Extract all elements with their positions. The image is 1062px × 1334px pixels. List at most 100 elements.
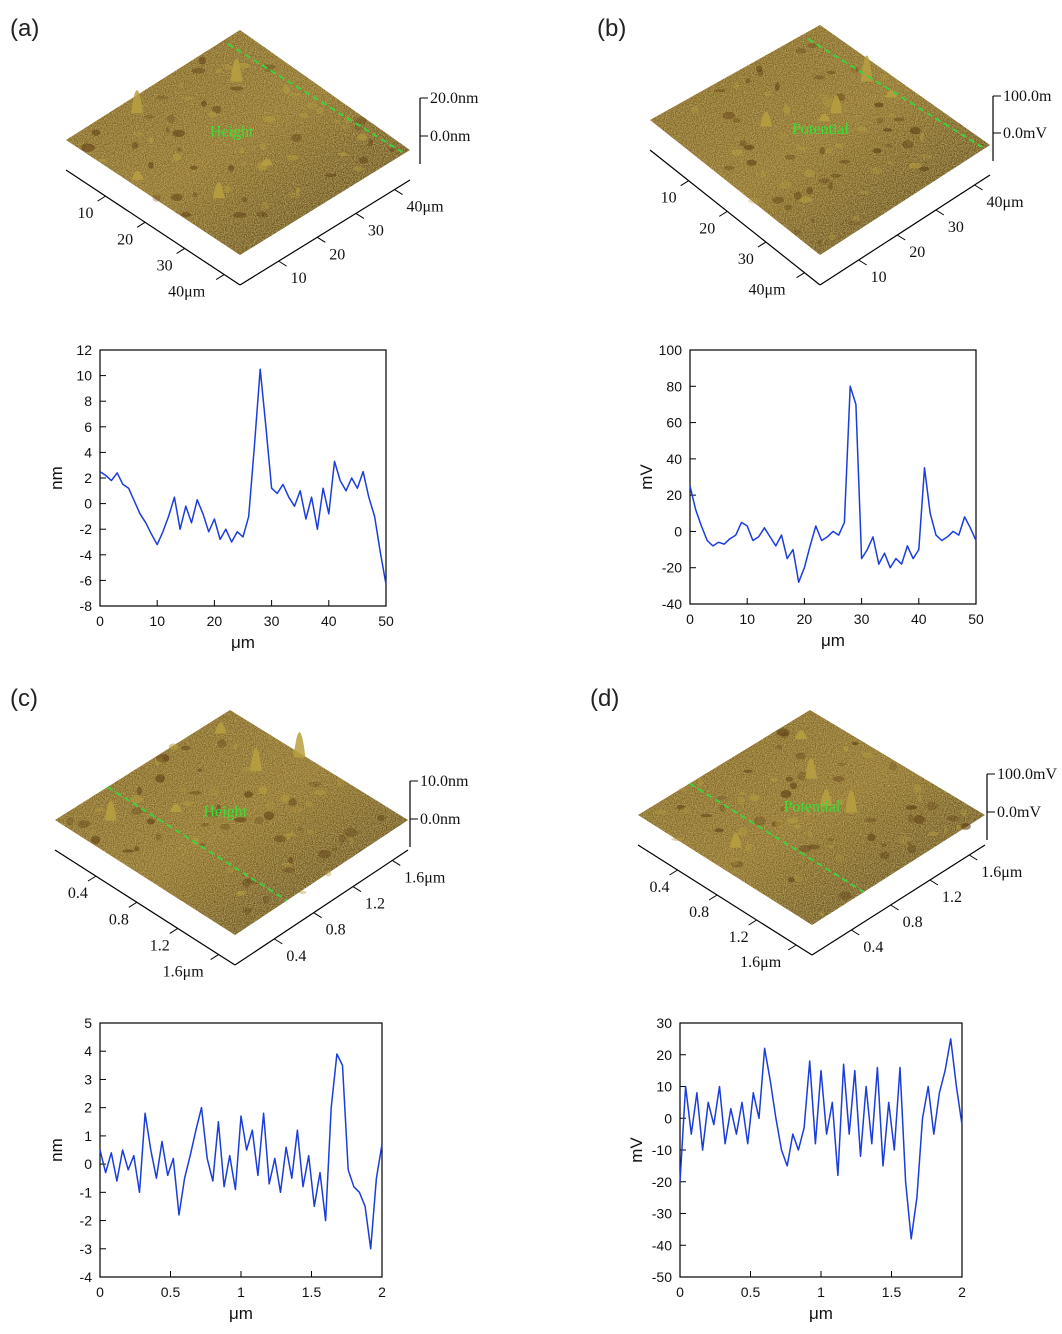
surface-feature	[794, 192, 802, 200]
surface-feature	[299, 113, 308, 117]
surface-feature	[817, 240, 821, 247]
y-tick-label: 4	[84, 444, 92, 460]
surface-feature	[826, 71, 836, 74]
x-tick-label: 50	[968, 611, 984, 627]
x-tick-label: 20	[207, 613, 223, 629]
y-tick-label: 5	[84, 1015, 92, 1031]
x-tick-label: 1.5	[302, 1284, 322, 1300]
surface-feature	[260, 143, 266, 150]
surface-feature	[834, 143, 843, 148]
y-tick	[851, 930, 859, 935]
surface-feature	[144, 115, 154, 119]
surface-feature	[289, 93, 301, 97]
surface-feature	[889, 762, 897, 770]
surface-feature	[149, 137, 153, 143]
surface-a: Height10203040μm10203040μm20.0nm0.0nm	[66, 30, 479, 301]
surface-feature	[787, 818, 799, 823]
surface-feature	[746, 78, 751, 83]
x-tick-label: 0.5	[741, 1284, 761, 1300]
surface-feature	[908, 845, 917, 854]
y-tick-label: 8	[84, 393, 92, 409]
y-tick-label: 0	[84, 1156, 92, 1172]
x-tick-label: 2	[958, 1284, 966, 1300]
surface-feature	[155, 775, 165, 783]
surface-d: Potential0.40.81.21.6μm0.40.81.21.6μm100…	[638, 710, 1057, 971]
line-chart-a: 0 10 20 30 40 50-8-6-4-2024681012μmnm	[47, 342, 394, 652]
y-tick-label: 100	[659, 342, 683, 358]
surface-feature	[169, 744, 178, 750]
surface-feature	[778, 133, 787, 140]
y-tick-label: 1.2	[365, 896, 385, 913]
surface-feature	[313, 790, 326, 795]
y-tick	[859, 260, 867, 265]
surface-feature	[793, 230, 801, 235]
surface-feature	[654, 809, 666, 815]
surface-feature	[737, 827, 747, 836]
surface-feature	[209, 789, 219, 796]
surface-feature	[236, 892, 241, 897]
surface-feature	[334, 120, 340, 124]
x-tick-label: 0.4	[650, 879, 670, 896]
surface-feature	[867, 834, 876, 842]
surface-feature	[748, 199, 761, 204]
x-tick-label: 1	[237, 1284, 245, 1300]
surface-feature	[809, 845, 821, 850]
surface-feature	[153, 195, 161, 202]
surface-feature	[790, 782, 797, 789]
surface-label: Height	[210, 124, 254, 141]
surface-feature	[78, 820, 91, 828]
surface-feature	[286, 832, 295, 836]
surface-feature	[833, 776, 845, 782]
surface-feature	[81, 143, 94, 152]
surface-feature	[192, 68, 206, 74]
surface-feature	[811, 218, 816, 222]
surface-feature	[337, 779, 343, 787]
y-tick	[975, 185, 983, 190]
surface-feature	[880, 73, 889, 81]
surface-feature	[765, 91, 772, 96]
surface-feature	[243, 908, 252, 914]
surface-feature	[852, 742, 859, 745]
surface-feature	[723, 112, 736, 120]
y-tick	[317, 237, 325, 242]
surface-feature	[332, 848, 336, 852]
surface-feature	[307, 830, 315, 834]
surface-feature	[137, 787, 142, 795]
surface-feature	[234, 743, 238, 750]
surface-feature	[282, 868, 294, 873]
surface-feature	[368, 139, 373, 147]
x-tick-label: 0	[96, 1284, 104, 1300]
surface-feature	[880, 852, 890, 859]
x-tick-label: 1.2	[150, 937, 170, 954]
surface-feature	[228, 165, 234, 172]
surface-feature	[908, 814, 913, 823]
surface-feature	[733, 118, 741, 122]
x-tick-label: 40μm	[168, 284, 206, 301]
surface-feature	[92, 130, 101, 136]
surface-feature	[714, 89, 726, 92]
surface-feature	[860, 191, 870, 194]
surface-feature	[338, 152, 347, 156]
x-tick-label: 30	[264, 613, 280, 629]
surface-feature	[873, 148, 882, 153]
surface-feature	[691, 106, 699, 113]
y-tick-label: 0	[664, 1110, 672, 1126]
y-tick	[936, 210, 944, 215]
surface-feature	[794, 875, 803, 882]
surface-feature	[820, 147, 826, 155]
panel-label-a: (a)	[10, 15, 39, 42]
surface-feature	[739, 792, 746, 795]
surface-feature	[928, 832, 940, 836]
surface-feature	[288, 193, 301, 198]
y-tick-label: 20	[329, 246, 345, 263]
surface-feature	[870, 168, 882, 175]
y-tick	[969, 855, 977, 860]
x-tick-label: 1.6μm	[163, 964, 205, 981]
surface-feature	[377, 815, 385, 822]
x-tick	[98, 196, 106, 201]
surface-feature	[181, 746, 190, 751]
surface-feature	[258, 786, 267, 794]
x-tick-label: 1.5	[882, 1284, 902, 1300]
surface-feature	[201, 823, 210, 826]
y-tick-label: -1	[80, 1184, 93, 1200]
